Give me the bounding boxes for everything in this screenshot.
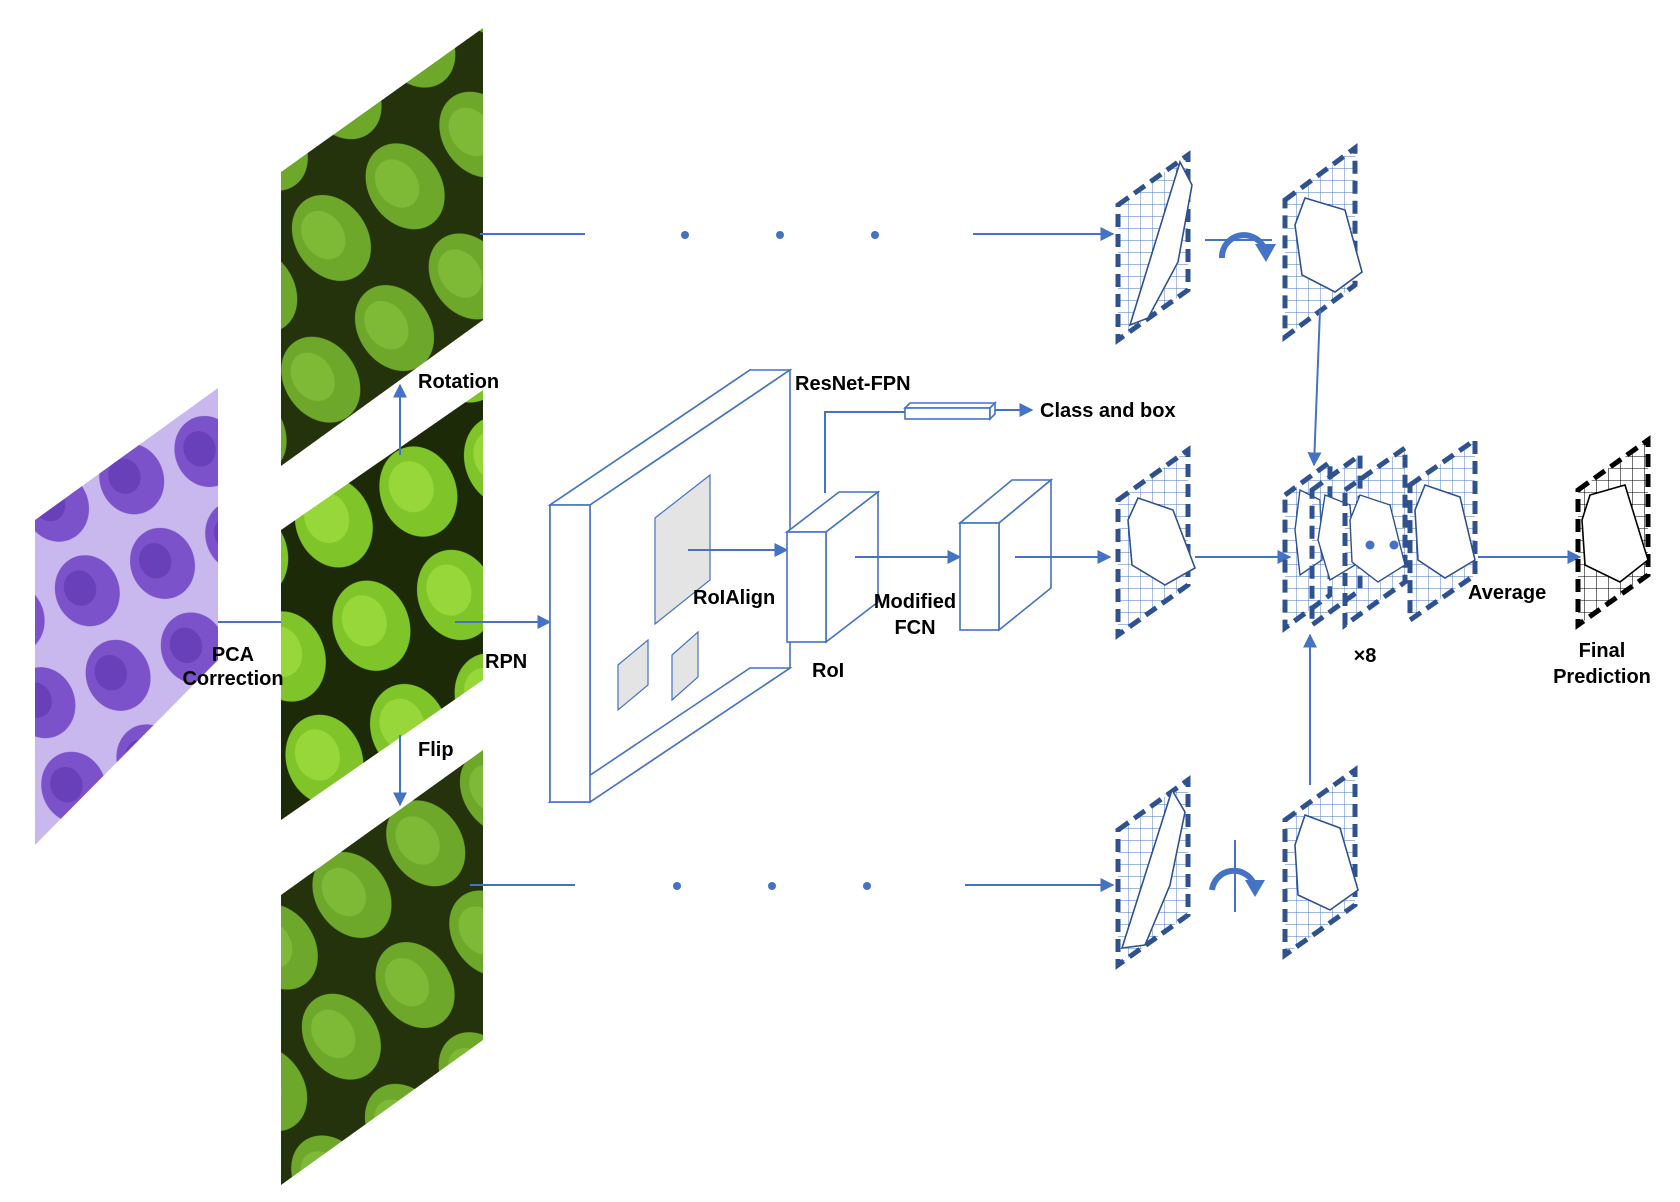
rotation-label: Rotation — [418, 371, 499, 393]
final-prediction-label-line1: Final — [1579, 640, 1626, 662]
bottom-ellipsis-dot-1 — [673, 882, 681, 890]
resnet-fpn-branch — [824, 411, 905, 493]
rotated-image — [281, 28, 483, 466]
top-ellipsis-dot-1 — [681, 231, 689, 239]
flip-back-icon — [1209, 867, 1257, 891]
modified-fcn-label-line1: Modified — [874, 591, 956, 613]
roi-label: RoI — [812, 660, 844, 682]
stack-ellipsis-dot-2 — [1389, 540, 1399, 550]
stack-ellipsis-dot-1 — [1365, 540, 1375, 550]
roi-region-large — [654, 473, 711, 626]
final-prediction-mask — [1575, 435, 1651, 630]
times-eight-label: ×8 — [1354, 645, 1377, 667]
mask-top-rotated — [1115, 150, 1193, 345]
mask-stack — [1282, 435, 1478, 633]
roi-box — [784, 490, 881, 644]
mask-bottom-restored — [1282, 765, 1359, 960]
backbone-feature-box — [547, 368, 793, 804]
flip-label: Flip — [418, 739, 454, 761]
class-and-box-label: Class and box — [1040, 400, 1176, 422]
rotate-back-icon — [1218, 232, 1267, 259]
final-prediction-label-line2: Prediction — [1553, 666, 1651, 688]
top-ellipsis-dot-2 — [776, 231, 784, 239]
roi-region-small-1 — [617, 638, 649, 712]
mask-bottom-flipped — [1115, 775, 1191, 970]
average-label: Average — [1468, 582, 1546, 604]
top-to-stack-arrow — [1307, 309, 1322, 467]
top-ellipsis-dot-3 — [871, 231, 879, 239]
rpn-label: RPN — [485, 651, 527, 673]
mask-top-restored — [1282, 143, 1363, 342]
flip-back-icon-head — [1245, 880, 1265, 897]
flipped-image — [281, 750, 483, 1185]
roi-region-small-2 — [671, 630, 699, 702]
resnet-fpn-label: ResNet-FPN — [795, 373, 911, 395]
roialign-label: RoIAlign — [693, 587, 775, 609]
mask-middle — [1115, 445, 1196, 640]
rotate-back-icon-head — [1255, 244, 1276, 262]
pca-label-line1: PCA — [212, 644, 254, 666]
input-stained-image — [35, 388, 218, 845]
bottom-ellipsis-dot-3 — [863, 882, 871, 890]
modified-fcn-box — [957, 478, 1054, 632]
bottom-ellipsis-dot-2 — [768, 882, 776, 890]
pca-label-line2: Correction — [182, 668, 283, 690]
fc-layer-bar — [903, 401, 997, 421]
color-corrected-image — [281, 390, 483, 820]
modified-fcn-label-line2: FCN — [894, 617, 935, 639]
